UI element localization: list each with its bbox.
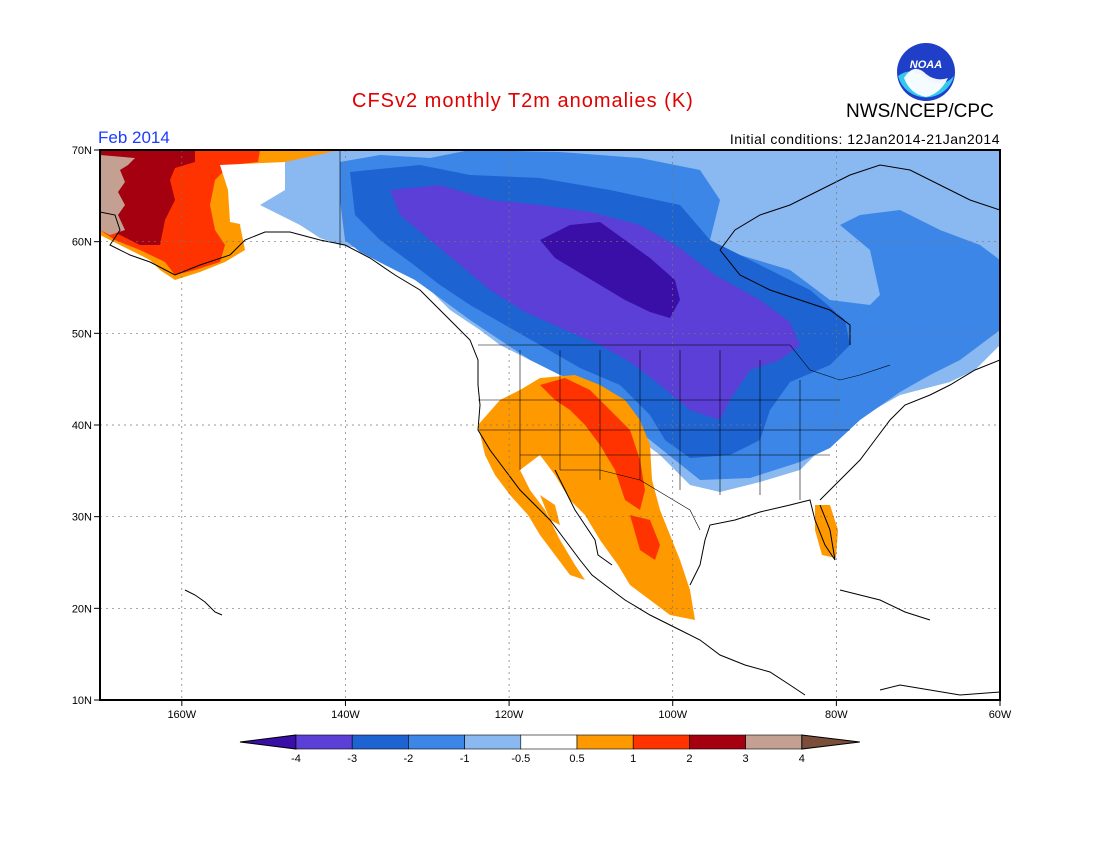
lon-label: 100W xyxy=(658,709,687,721)
colorbar-bin xyxy=(351,734,409,750)
colorbar-label: 2 xyxy=(686,753,692,765)
noaa-logo: NOAA xyxy=(897,43,955,101)
anomaly-southwest-warm xyxy=(478,375,695,620)
colorbar-bin xyxy=(576,734,634,750)
graticule xyxy=(100,150,1000,700)
lon-label: 60W xyxy=(989,709,1012,721)
lon-label: 80W xyxy=(825,709,848,721)
coastlines xyxy=(100,164,1000,696)
colorbar-label: -4 xyxy=(291,753,301,765)
colorbar-bin xyxy=(689,734,746,750)
logo-text: NOAA xyxy=(910,59,942,71)
chart-title: CFSv2 monthly T2m anomalies (K) xyxy=(352,90,694,112)
colorbar-label: -0.5 xyxy=(511,753,530,765)
colorbar-bin xyxy=(520,734,578,750)
lat-label: 70N xyxy=(72,145,92,157)
longitude-labels: 160W 140W 120W 100W 80W 60W xyxy=(167,700,1012,721)
colorbar-bin xyxy=(464,734,522,750)
anomaly-mexico-hot xyxy=(630,515,660,560)
colorbar-arrow-left xyxy=(239,734,297,750)
colorbar: -4 -3 -2 -1 -0.5 0.5 1 2 3 4 xyxy=(239,734,860,765)
lat-label: 30N xyxy=(72,512,92,524)
colorbar-bin xyxy=(295,734,353,750)
lon-label: 120W xyxy=(495,709,524,721)
anomaly-alaska-very-hot xyxy=(100,150,195,245)
lat-label: 40N xyxy=(72,420,92,432)
initial-conditions-label: Initial conditions: 12Jan2014-21Jan2014 xyxy=(729,131,1000,147)
borders xyxy=(339,150,891,531)
colorbar-label: -2 xyxy=(404,753,414,765)
anomaly-alaska-extreme xyxy=(100,155,135,235)
anomaly-field xyxy=(100,150,1000,620)
colorbar-label: 0.5 xyxy=(569,753,584,765)
lat-label: 60N xyxy=(72,237,92,249)
colorbar-arrow-right xyxy=(801,734,860,750)
colorbar-label: 1 xyxy=(630,753,636,765)
valid-month-label: Feb 2014 xyxy=(98,128,170,147)
colorbar-bin xyxy=(745,734,803,750)
lat-label: 20N xyxy=(72,603,92,615)
lat-label: 10N xyxy=(72,695,92,707)
anomaly-rockies-hot xyxy=(540,378,645,510)
anomaly-alaska-north-white xyxy=(220,162,300,225)
latitude-labels: 70N 60N 50N 40N 30N 20N 10N xyxy=(72,145,100,707)
colorbar-bin xyxy=(632,734,690,750)
colorbar-label: 4 xyxy=(799,753,805,765)
anomaly-baja-warm xyxy=(540,495,560,525)
colorbar-label: -3 xyxy=(347,753,357,765)
anomaly-canada-very-strong-cold xyxy=(390,185,800,420)
lat-label: 50N xyxy=(72,328,92,340)
colorbar-bin xyxy=(408,734,465,750)
lon-label: 160W xyxy=(167,709,196,721)
colorbar-label: 3 xyxy=(743,753,749,765)
colorbar-label: -1 xyxy=(460,753,470,765)
anomaly-core-extreme-cold xyxy=(540,222,680,318)
lon-label: 140W xyxy=(331,709,360,721)
agency-label: NWS/NCEP/CPC xyxy=(846,101,994,122)
